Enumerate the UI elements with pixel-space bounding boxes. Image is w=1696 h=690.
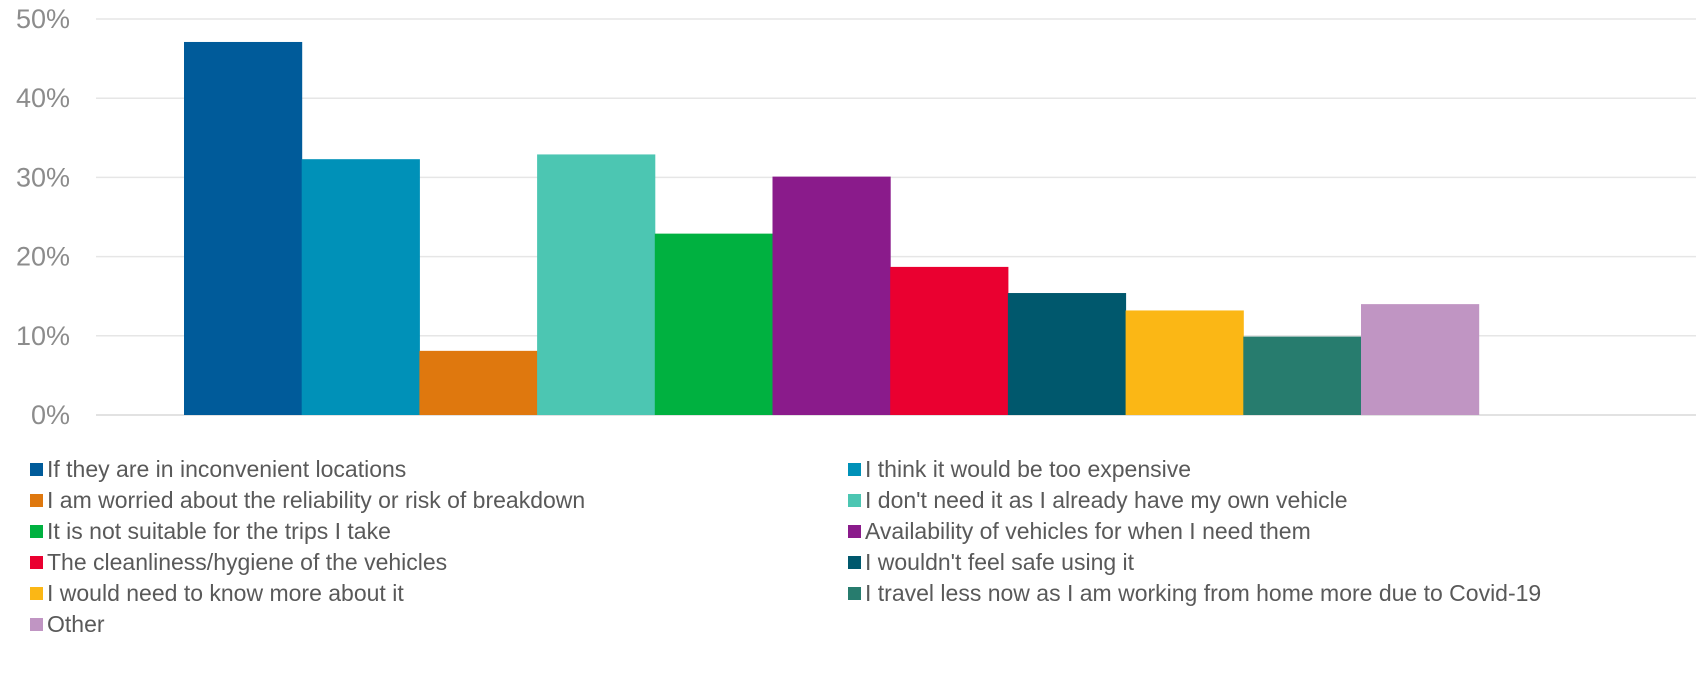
bar [1361, 304, 1480, 415]
bar [419, 350, 538, 415]
y-tick-label: 20% [16, 242, 70, 272]
legend: If they are in inconvenient locations I t… [30, 454, 1696, 640]
legend-label: I don't need it as I already have my own… [865, 487, 1348, 513]
legend-item: I don't need it as I already have my own… [848, 485, 1696, 516]
legend-swatch [30, 463, 43, 476]
legend-swatch [848, 525, 861, 538]
legend-swatch [30, 494, 43, 507]
legend-label: I think it would be too expensive [865, 456, 1192, 482]
legend-swatch [30, 618, 43, 631]
legend-swatch [30, 556, 43, 569]
bar [537, 154, 656, 415]
legend-swatch [30, 587, 43, 600]
legend-item: It is not suitable for the trips I take [30, 516, 848, 547]
y-tick-label: 10% [16, 321, 70, 351]
y-tick-label: 50% [16, 4, 70, 34]
bar [890, 266, 1009, 415]
legend-item: The cleanliness/hygiene of the vehicles [30, 547, 848, 578]
legend-item: Other [30, 609, 848, 640]
legend-swatch [848, 587, 861, 600]
bar [1007, 293, 1127, 415]
legend-label: I would need to know more about it [47, 580, 404, 606]
legend-item: I would need to know more about it [30, 578, 848, 609]
legend-label: I travel less now as I am working from h… [865, 580, 1542, 606]
y-tick-label: 0% [31, 400, 70, 430]
bar [1243, 336, 1362, 415]
legend-item: I think it would be too expensive [848, 454, 1696, 485]
legend-label: I wouldn't feel safe using it [865, 549, 1135, 575]
y-tick-label: 40% [16, 83, 70, 113]
bar [654, 233, 773, 415]
legend-label: Availability of vehicles for when I need… [865, 518, 1311, 544]
legend-label: If they are in inconvenient locations [47, 456, 407, 482]
y-axis-ticks: 0% 10% 20% 30% 40% 50% [16, 4, 70, 430]
bars [184, 41, 1480, 416]
legend-item: If they are in inconvenient locations [30, 454, 848, 485]
legend-item: I travel less now as I am working from h… [848, 578, 1696, 609]
legend-label: It is not suitable for the trips I take [47, 518, 391, 544]
bar [1125, 310, 1244, 415]
y-tick-label: 30% [16, 162, 70, 192]
bar [184, 41, 303, 416]
legend-item: I am worried about the reliability or ri… [30, 485, 848, 516]
bar [301, 159, 420, 415]
legend-swatch [848, 463, 861, 476]
legend-swatch [848, 556, 861, 569]
legend-item: Availability of vehicles for when I need… [848, 516, 1696, 547]
bar-chart: 0% 10% 20% 30% 40% 50% [16, 4, 1696, 430]
legend-swatch [848, 494, 861, 507]
legend-label: The cleanliness/hygiene of the vehicles [47, 549, 448, 575]
legend-item: I wouldn't feel safe using it [848, 547, 1696, 578]
legend-label: I am worried about the reliability or ri… [47, 487, 586, 513]
legend-swatch [30, 525, 43, 538]
legend-label: Other [47, 611, 105, 637]
bar [772, 176, 891, 415]
